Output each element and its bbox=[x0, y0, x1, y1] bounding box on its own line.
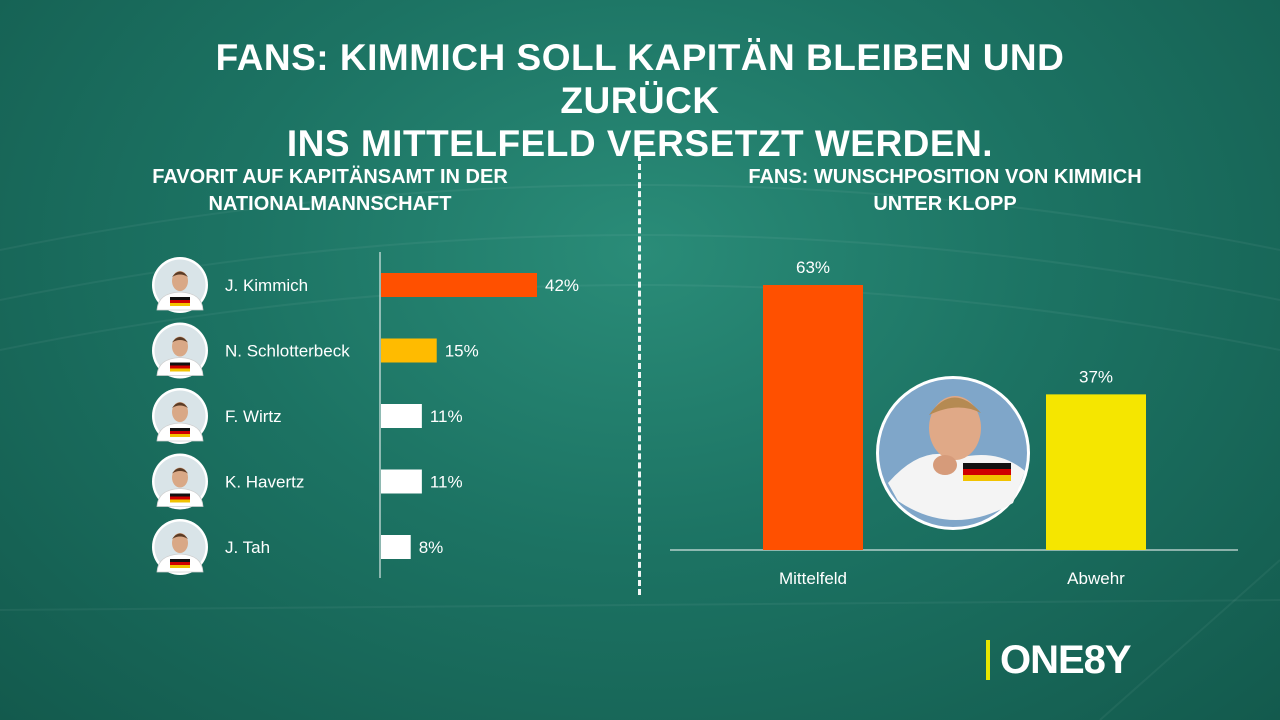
player-avatar-5-stripe-gold bbox=[170, 565, 190, 568]
photo-jersey-stripe-black bbox=[963, 463, 1011, 469]
player-avatar-3-hair bbox=[172, 402, 188, 408]
photo-head bbox=[929, 396, 981, 460]
bar-1 bbox=[381, 273, 537, 297]
player-avatar-1-stripe-red bbox=[170, 300, 190, 303]
player-avatar-4-head bbox=[172, 467, 188, 488]
category-label-2: N. Schlotterbeck bbox=[225, 342, 350, 361]
player-avatar-2-stripe-red bbox=[170, 365, 190, 369]
left-chart-title: FAVORIT AUF KAPITÄNSAMT IN DER NATIONALM… bbox=[110, 164, 550, 218]
player-avatar-5 bbox=[152, 519, 208, 575]
player-avatar-3 bbox=[152, 388, 208, 444]
column-1 bbox=[763, 285, 863, 550]
player-avatar-4-stripe-black bbox=[170, 493, 190, 497]
right-chart-title-line-2: UNTER KLOPP bbox=[873, 193, 1017, 215]
kimmich-photo bbox=[876, 376, 1030, 530]
category-label-4: K. Havertz bbox=[225, 473, 304, 492]
player-avatar-5-stripe-red bbox=[170, 562, 190, 565]
player-avatar-1 bbox=[152, 257, 208, 313]
position-bar-chart: 63% Mittelfeld 37% Abwehr bbox=[670, 258, 1238, 588]
player-avatar-5-stripe-black bbox=[170, 559, 190, 562]
player-avatar-1-hair bbox=[172, 271, 188, 277]
bar-3 bbox=[381, 404, 422, 428]
main-title-line-1: FANS: KIMMICH SOLL KAPITÄN BLEIBEN UND Z… bbox=[215, 37, 1065, 121]
player-avatar-2-hair bbox=[172, 337, 188, 343]
category-label-3: F. Wirtz bbox=[225, 407, 282, 426]
player-avatar-5-head bbox=[172, 533, 188, 553]
photo-hair bbox=[929, 397, 981, 415]
left-chart-title-line-2: NATIONALMANNSCHAFT bbox=[208, 193, 452, 215]
right-chart-title: FANS: WUNSCHPOSITION VON KIMMICH UNTER K… bbox=[680, 164, 1210, 218]
bar-5 bbox=[381, 535, 411, 559]
photo-hand bbox=[933, 455, 957, 475]
player-avatar-1-stripe-gold bbox=[170, 303, 190, 306]
right-chart-title-line-1: FANS: WUNSCHPOSITION VON KIMMICH bbox=[748, 166, 1142, 188]
data-label-3: 11% bbox=[430, 407, 463, 426]
player-avatar-3-stripe-gold bbox=[170, 434, 190, 437]
data-label-5: 8% bbox=[419, 538, 444, 557]
player-avatar-4-stripe-gold bbox=[170, 499, 190, 503]
category-label-1: J. Kimmich bbox=[225, 276, 308, 295]
left-chart-title-line-1: FAVORIT AUF KAPITÄNSAMT IN DER bbox=[152, 166, 508, 188]
player-avatar-1-head bbox=[172, 271, 188, 291]
data-label-1: 42% bbox=[545, 276, 579, 295]
column-data-label-2: 37% bbox=[1079, 367, 1113, 386]
player-avatar-2-head bbox=[172, 336, 188, 357]
data-label-2: 15% bbox=[445, 342, 479, 361]
data-label-4: 11% bbox=[430, 473, 463, 492]
column-2 bbox=[1046, 394, 1146, 550]
one8y-logo: ONE8Y bbox=[986, 637, 1132, 682]
bar-4 bbox=[381, 469, 422, 494]
logo-text: ONE8Y bbox=[1000, 637, 1132, 682]
player-avatar-1-stripe-black bbox=[170, 297, 190, 300]
dashed-divider bbox=[638, 155, 641, 595]
captaincy-bar-chart: J. Kimmich 42% N. Schlotterbeck 15% F. Wirtz… bbox=[152, 257, 579, 575]
column-category-label-2: Abwehr bbox=[1067, 569, 1125, 588]
category-label-5: J. Tah bbox=[225, 538, 270, 557]
column-data-label-1: 63% bbox=[796, 258, 830, 277]
player-avatar-3-head bbox=[172, 402, 188, 422]
player-avatar-4-hair bbox=[172, 468, 188, 474]
bar-2 bbox=[381, 338, 437, 363]
player-avatar-5-hair bbox=[172, 533, 188, 539]
player-avatar-4 bbox=[152, 453, 208, 510]
column-category-label-1: Mittelfeld bbox=[779, 569, 847, 588]
player-avatar-2-stripe-gold bbox=[170, 368, 190, 372]
photo-jersey-stripe-red bbox=[963, 469, 1011, 475]
player-avatar-2-stripe-black bbox=[170, 362, 190, 366]
player-avatar-3-stripe-black bbox=[170, 428, 190, 431]
photo-jersey-stripe-gold bbox=[963, 475, 1011, 481]
player-avatar-2 bbox=[152, 322, 208, 379]
player-avatar-4-stripe-red bbox=[170, 496, 190, 500]
player-avatar-3-stripe-red bbox=[170, 431, 190, 434]
logo-accent-bar bbox=[986, 640, 990, 680]
